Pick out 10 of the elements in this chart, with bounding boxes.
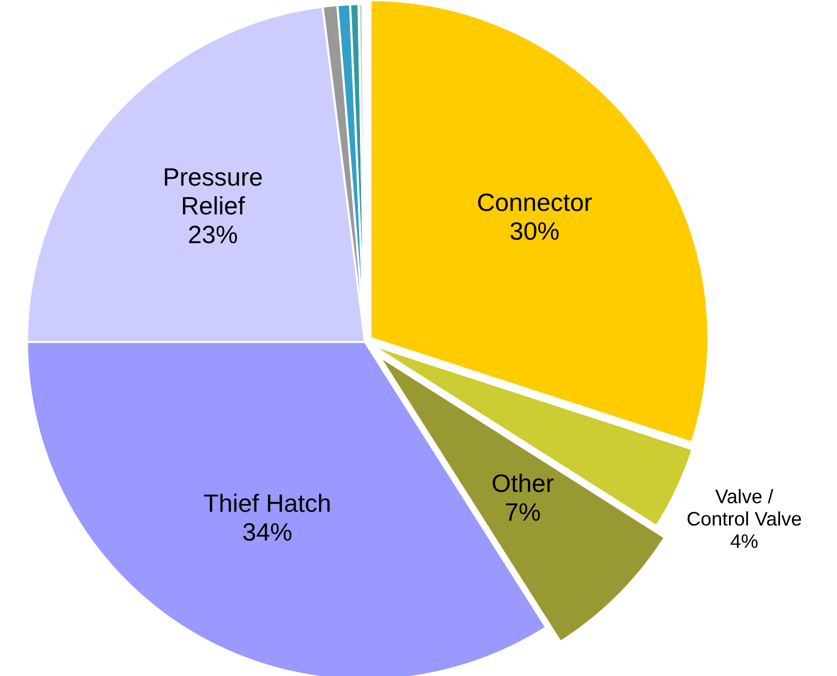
slice-label: Pressure Relief <box>164 168 262 215</box>
slice-label: Connector <box>478 193 592 212</box>
data-label: 7% <box>506 503 540 521</box>
data-label: 34% <box>243 523 292 541</box>
data-label: 23% <box>189 226 238 244</box>
slice-label: Thief Hatch <box>204 494 330 512</box>
slice-label: Valve / Control Valve <box>688 489 802 526</box>
data-label: 4% <box>730 534 758 548</box>
data-label: 30% <box>510 222 559 240</box>
slice-label: Other <box>492 474 554 492</box>
